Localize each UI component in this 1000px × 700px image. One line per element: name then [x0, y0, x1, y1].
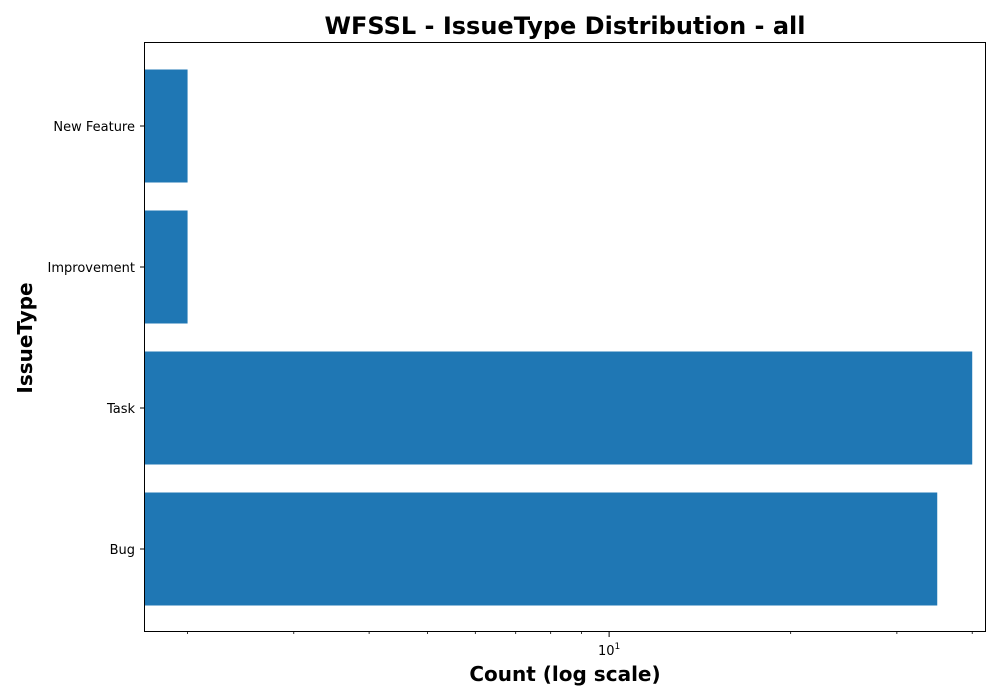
plot-frame	[144, 42, 986, 632]
bars-group	[145, 69, 973, 606]
y-axis-label: IssueType	[13, 282, 37, 393]
bar-bug	[145, 492, 938, 606]
x-axis-label: Count (log scale)	[469, 662, 660, 686]
y-tick-label-improvement: Improvement	[48, 261, 135, 276]
chart-title: WFSSL - IssueType Distribution - all	[325, 12, 806, 40]
y-tick-label-task: Task	[106, 402, 136, 417]
bar-task	[145, 351, 973, 465]
bar-new-feature	[145, 69, 188, 183]
bar-improvement	[145, 210, 188, 324]
x-axis-ticks: 101	[187, 631, 973, 659]
x-tick-label-10: 101	[598, 642, 620, 659]
y-tick-label-new-feature: New Feature	[53, 120, 135, 135]
y-axis-ticks: Bug Task Improvement New Feature	[48, 120, 145, 558]
y-tick-label-bug: Bug	[110, 543, 135, 558]
